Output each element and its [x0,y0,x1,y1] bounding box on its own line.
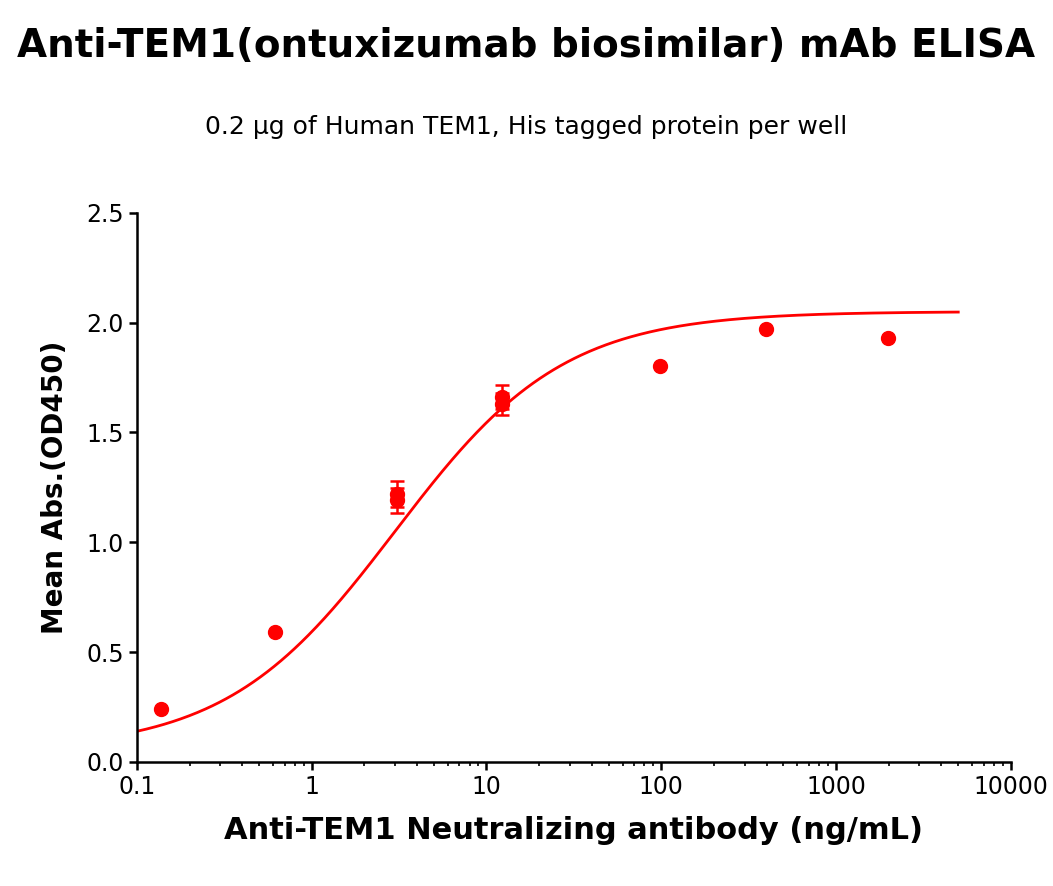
X-axis label: Anti-TEM1 Neutralizing antibody (ng/mL): Anti-TEM1 Neutralizing antibody (ng/mL) [224,816,923,845]
Text: 0.2 μg of Human TEM1, His tagged protein per well: 0.2 μg of Human TEM1, His tagged protein… [205,115,848,139]
Y-axis label: Mean Abs.(OD450): Mean Abs.(OD450) [41,340,69,634]
Text: Anti-TEM1(ontuxizumab biosimilar) mAb ELISA: Anti-TEM1(ontuxizumab biosimilar) mAb EL… [18,27,1035,65]
